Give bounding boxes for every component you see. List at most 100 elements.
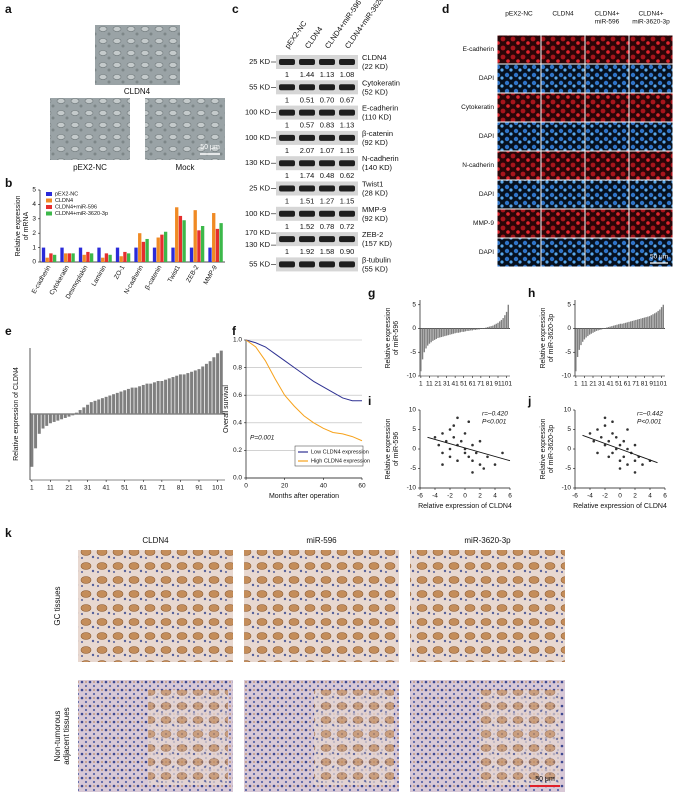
bar (104, 396, 108, 414)
protein-label: CLDN4 (362, 53, 387, 62)
fluorescence-image (541, 35, 585, 64)
bar (204, 363, 208, 414)
survival-line (245, 339, 363, 442)
blot-band (319, 210, 335, 217)
bar (178, 374, 182, 414)
bar (609, 326, 611, 329)
band-quantity: 0.90 (340, 247, 355, 256)
point (603, 416, 607, 420)
band-quantity: 1 (285, 95, 289, 104)
bar (655, 312, 658, 329)
x-tick-label: 21 (65, 485, 73, 492)
scale-bar-label: 50 μm (200, 144, 220, 151)
fluorescence-image (541, 151, 585, 180)
blot-band (279, 134, 295, 141)
bar (635, 319, 637, 329)
y-axis-label: Relative expression (385, 418, 392, 479)
protein-label: (92 KD) (362, 214, 388, 223)
legend-label: Low CLDN4 expression (311, 449, 369, 455)
x-tick-label: 61 (624, 381, 632, 388)
band-quantity: 0.70 (320, 95, 335, 104)
band-quantity: 0.67 (340, 95, 355, 104)
point (603, 424, 607, 427)
band-quantity: 1 (285, 121, 289, 130)
x-tick-label: 11 (581, 381, 588, 388)
band-quantity: 1.52 (300, 222, 315, 231)
bar (466, 328, 468, 331)
bar (89, 253, 94, 262)
bar (621, 323, 623, 329)
bar (101, 257, 105, 262)
bar (626, 322, 628, 329)
bar (647, 316, 649, 329)
micrograph (95, 25, 180, 85)
point (441, 463, 444, 466)
fluorescence-image (497, 35, 541, 64)
band-quantity: 0.51 (300, 95, 315, 104)
bar (582, 328, 584, 342)
bar (212, 213, 216, 262)
bar (600, 328, 603, 330)
bar (219, 350, 223, 414)
protein-label: ZEB-2 (362, 230, 383, 239)
panel-letter: k (5, 526, 12, 540)
bar (471, 328, 473, 331)
x-tick-label: 0 (618, 493, 622, 500)
y-tick-label: 0.2 (233, 447, 242, 454)
blot-band (319, 134, 335, 141)
bar (495, 323, 497, 329)
legend-swatch (46, 198, 52, 203)
x-tick-label: 1 (30, 485, 34, 492)
x-tick-label: 0 (244, 483, 248, 490)
bar (52, 254, 57, 262)
x-tick-label: -4 (432, 493, 438, 500)
point (633, 459, 637, 463)
point (626, 447, 629, 451)
row-label: Non-tumorous (53, 711, 62, 762)
band-quantity: 0.78 (320, 222, 335, 231)
row-label: GC tissues (53, 586, 62, 625)
bar (108, 254, 112, 262)
y-tick-label: 0.0 (233, 475, 242, 482)
x-tick-label: 60 (358, 483, 366, 490)
point (611, 432, 614, 435)
bar (630, 321, 632, 329)
ihc-region (314, 690, 394, 785)
fluorescence-image (585, 209, 629, 238)
bar (48, 414, 52, 424)
point (482, 467, 486, 470)
x-tick-label: 81 (177, 485, 185, 492)
blot-band (299, 236, 315, 243)
y-axis-label: Relative expression of CLDN4 (13, 367, 20, 461)
blot-band (299, 160, 315, 167)
x-tick-label: 71 (477, 381, 485, 388)
panel-letter: b (5, 176, 12, 190)
bar (478, 328, 480, 330)
x-axis-label: Relative expression of CLDN4 (573, 503, 667, 510)
x-tick-label: 21 (589, 381, 597, 388)
bar (197, 230, 201, 262)
x-tick-label: MMP-9 (202, 264, 219, 286)
band-quantity: 1.51 (300, 196, 315, 205)
point (622, 439, 626, 443)
bar (507, 304, 509, 329)
y-tick-label: 5 (567, 301, 571, 308)
blot-strip (276, 105, 358, 120)
bar (444, 328, 446, 337)
point (478, 463, 482, 466)
protein-label: (52 KD) (362, 87, 388, 96)
bar (190, 371, 194, 414)
y-axis-label: of miR-596 (393, 321, 400, 355)
bar (432, 328, 434, 341)
row-label: Cytokeratin (461, 104, 494, 111)
x-tick-label: 2 (633, 493, 637, 500)
x-tick-label: 61 (469, 381, 477, 388)
y-tick-label: 10 (564, 407, 572, 414)
point (471, 459, 474, 463)
bar (182, 220, 186, 262)
bar (430, 328, 432, 343)
y-tick-label: 1 (32, 244, 36, 251)
bar (636, 319, 639, 329)
bar (193, 210, 197, 262)
blot-strip (276, 156, 358, 171)
